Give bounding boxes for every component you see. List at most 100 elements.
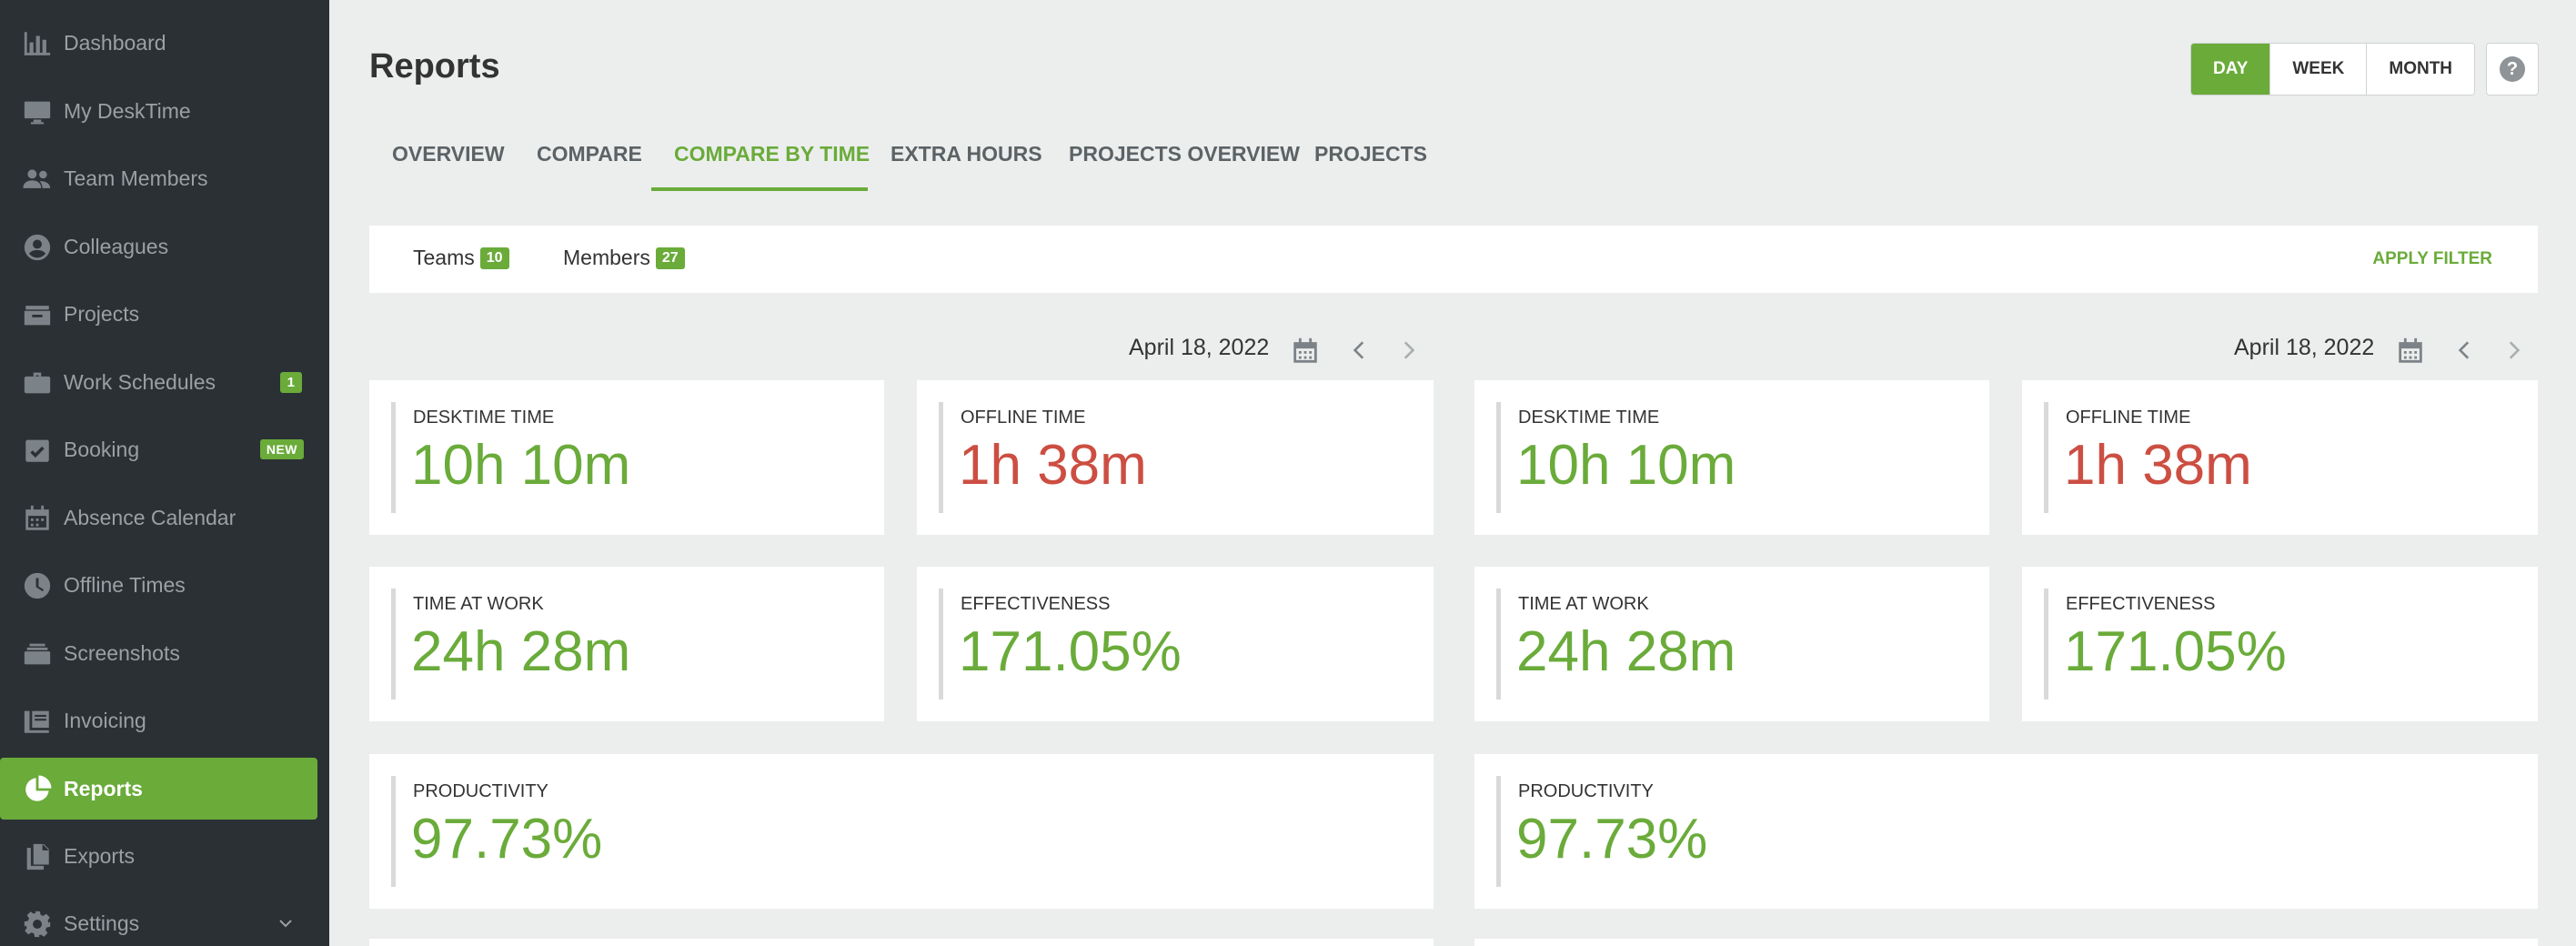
calendar-icon[interactable] <box>1290 336 1321 367</box>
card-accent <box>391 402 396 513</box>
card-accent <box>2044 402 2048 513</box>
count-badge: 1 <box>279 371 302 393</box>
sidebar-item-label: Offline Times <box>64 572 186 597</box>
stat-label: PRODUCTIVITY <box>413 781 548 801</box>
user-circle-icon <box>22 232 53 263</box>
stat-label: PRODUCTIVITY <box>1518 781 1654 801</box>
stat-label: EFFECTIVENESS <box>2066 594 2216 614</box>
bar-chart-icon <box>22 28 53 59</box>
month-button[interactable]: MONTH <box>2367 44 2475 95</box>
sidebar-item-label: My DeskTime <box>64 98 191 123</box>
stat-value: 10h 10m <box>1516 434 1736 497</box>
stat-label: DESKTIME TIME <box>1518 408 1660 428</box>
tab-projects[interactable]: PROJECTS <box>1314 142 1427 166</box>
sidebar-item-label: Reports <box>64 776 143 800</box>
teams-label: Teams <box>413 246 475 269</box>
stat-label: OFFLINE TIME <box>961 408 1086 428</box>
page-title: Reports <box>369 47 500 86</box>
sidebar-item-label: Team Members <box>64 166 208 190</box>
offline-time-card: OFFLINE TIME 1h 38m <box>917 380 1434 535</box>
sidebar-item-dashboard[interactable]: Dashboard <box>0 12 329 74</box>
card-accent <box>2044 589 2048 699</box>
sidebar-item-colleagues[interactable]: Colleagues <box>0 216 329 277</box>
card-partial <box>369 939 1434 946</box>
date-range-toggle: DAY WEEK MONTH <box>2190 43 2476 96</box>
sidebar-item-booking[interactable]: Booking NEW <box>0 418 329 480</box>
week-button[interactable]: WEEK <box>2270 44 2368 95</box>
offline-time-card: OFFLINE TIME 1h 38m <box>2022 380 2538 535</box>
card-accent <box>391 589 396 699</box>
stat-label: TIME AT WORK <box>413 594 544 614</box>
sidebar-item-exports[interactable]: Exports <box>0 825 329 887</box>
day-button[interactable]: DAY <box>2191 44 2271 95</box>
stat-value: 24h 28m <box>1516 620 1736 683</box>
sidebar-item-reports[interactable]: Reports <box>0 758 317 820</box>
desktime-time-card: DESKTIME TIME 10h 10m <box>369 380 884 535</box>
chevron-right-icon[interactable] <box>1396 338 1420 362</box>
sidebar-item-invoicing[interactable]: Invoicing <box>0 689 329 751</box>
stat-value: 1h 38m <box>2064 434 2252 497</box>
card-accent <box>391 776 396 887</box>
card-accent <box>939 402 943 513</box>
sidebar-item-offline-times[interactable]: Offline Times <box>0 554 329 616</box>
invoice-icon <box>22 706 53 737</box>
pie-chart-icon <box>22 774 53 805</box>
date-label-left: April 18, 2022 <box>1129 335 1270 360</box>
tab-projects-overview[interactable]: PROJECTS OVERVIEW <box>1069 142 1300 166</box>
sidebar-item-settings[interactable]: Settings <box>0 892 329 946</box>
sidebar-item-absence-calendar[interactable]: Absence Calendar <box>0 487 329 548</box>
stat-label: TIME AT WORK <box>1518 594 1649 614</box>
briefcase-icon <box>22 367 53 398</box>
sidebar-item-projects[interactable]: Projects <box>0 283 329 345</box>
tab-extra-hours[interactable]: EXTRA HOURS <box>891 142 1042 166</box>
help-button[interactable]: ? <box>2486 43 2539 96</box>
card-accent <box>1496 776 1501 887</box>
card-accent <box>1496 402 1501 513</box>
sidebar-item-label: Work Schedules <box>64 369 216 394</box>
tab-overview[interactable]: OVERVIEW <box>392 142 505 166</box>
sidebar-item-label: Invoicing <box>64 708 146 732</box>
stat-label: OFFLINE TIME <box>2066 408 2191 428</box>
new-badge: NEW <box>259 439 304 459</box>
chevron-down-icon[interactable] <box>277 914 295 932</box>
apply-filter-button[interactable]: APPLY FILTER <box>2372 249 2492 268</box>
calendar-icon <box>22 503 53 534</box>
tab-compare[interactable]: COMPARE <box>537 142 642 166</box>
productivity-card: PRODUCTIVITY 97.73% <box>1474 754 2538 909</box>
sidebar-item-work-schedules[interactable]: Work Schedules 1 <box>0 351 329 413</box>
sidebar-item-screenshots[interactable]: Screenshots <box>0 622 329 684</box>
members-filter[interactable]: Members 27 <box>563 246 685 270</box>
tab-compare-by-time[interactable]: COMPARE BY TIME <box>674 142 870 166</box>
members-label: Members <box>563 246 650 269</box>
sidebar-item-label: Booking <box>64 437 140 461</box>
stat-label: DESKTIME TIME <box>413 408 555 428</box>
stat-value: 1h 38m <box>959 434 1147 497</box>
clock-icon <box>22 570 53 601</box>
chevron-right-icon[interactable] <box>2501 338 2525 362</box>
sidebar-item-label: Colleagues <box>64 234 169 258</box>
filter-bar: Teams 10 Members 27 APPLY FILTER <box>369 226 2538 293</box>
monitor-icon <box>22 96 53 127</box>
question-icon: ? <box>2500 56 2525 82</box>
sidebar-item-label: Screenshots <box>64 640 180 665</box>
gear-icon <box>22 909 53 940</box>
teams-filter[interactable]: Teams 10 <box>413 246 509 270</box>
effectiveness-card: EFFECTIVENESS 171.05% <box>2022 567 2538 721</box>
chevron-left-icon[interactable] <box>1348 338 1372 362</box>
sidebar-item-label: Settings <box>64 911 140 935</box>
active-tab-indicator <box>651 187 868 191</box>
people-icon <box>22 164 53 195</box>
sidebar-item-label: Dashboard <box>64 30 166 55</box>
stat-value: 24h 28m <box>411 620 631 683</box>
date-label-right: April 18, 2022 <box>2234 335 2375 360</box>
sidebar-item-my-desktime[interactable]: My DeskTime <box>0 80 329 142</box>
check-calendar-icon <box>22 435 53 466</box>
sidebar-item-team-members[interactable]: Team Members <box>0 147 329 209</box>
card-accent <box>1496 589 1501 699</box>
productivity-card: PRODUCTIVITY 97.73% <box>369 754 1434 909</box>
calendar-icon[interactable] <box>2395 336 2426 367</box>
chevron-left-icon[interactable] <box>2453 338 2477 362</box>
members-count-badge: 27 <box>655 247 685 269</box>
time-at-work-card: TIME AT WORK 24h 28m <box>1474 567 1989 721</box>
sidebar-item-label: Projects <box>64 301 140 326</box>
